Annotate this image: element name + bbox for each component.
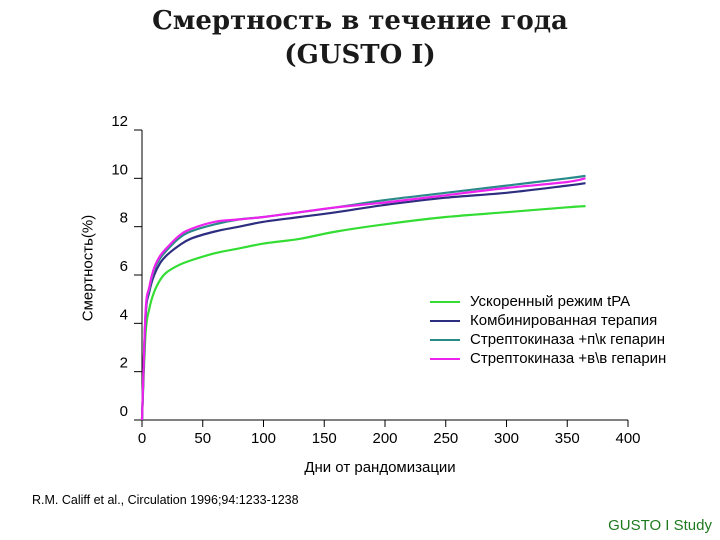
y-tick-label: 8	[120, 210, 128, 227]
y-axis-label: Смертность(%)	[79, 214, 97, 322]
legend-item: Комбинированная терапия	[430, 311, 666, 330]
chart-title-line-2: (GUSTO I)	[284, 40, 436, 70]
chart-series	[140, 174, 586, 421]
citation: R.M. Califf et al., Circulation 1996;94:…	[32, 493, 299, 507]
x-tick-label: 150	[312, 430, 337, 447]
y-tick-label: 6	[120, 258, 128, 275]
legend-item: Ускоренный режим tPA	[430, 292, 666, 311]
x-axis-label: Дни от рандомизации	[304, 459, 456, 476]
legend-label: Стрептокиназа +п\к гепарин	[470, 331, 666, 348]
y-tick-label: 10	[111, 161, 128, 178]
legend-item: Стрептокиназа +в\в гепарин	[430, 349, 666, 368]
chart-legend: Ускоренный режим tPA Комбинированная тер…	[430, 292, 666, 368]
legend-label: Стрептокиназа +в\в гепарин	[470, 350, 667, 367]
x-tick-label: 400	[615, 430, 640, 447]
legend-swatch	[430, 319, 460, 322]
x-tick-label: 200	[372, 430, 397, 447]
study-tag: GUSTO I Study	[608, 517, 712, 534]
legend-item: Стрептокиназа +п\к гепарин	[430, 330, 666, 349]
x-tick-label: 100	[251, 430, 276, 447]
series-line	[140, 177, 586, 421]
x-tick-label: 50	[194, 430, 211, 447]
chart-title-line-1: Смертность в течение года	[152, 6, 568, 36]
chart-title: Смертность в течение года (GUSTO I)	[0, 4, 720, 72]
x-tick-label: 0	[138, 430, 146, 447]
x-tick-label: 300	[494, 430, 519, 447]
legend-swatch	[430, 300, 460, 303]
y-tick-label: 2	[120, 355, 128, 372]
x-tick-label: 250	[433, 430, 458, 447]
legend-label: Комбинированная терапия	[470, 312, 658, 329]
legend-swatch	[430, 338, 460, 341]
legend-swatch	[430, 357, 460, 360]
x-tick-label: 350	[555, 430, 580, 447]
series-line	[140, 205, 586, 421]
legend-label: Ускоренный режим tPA	[470, 293, 631, 310]
y-tick-label: 12	[111, 113, 128, 130]
y-tick-label: 0	[120, 403, 128, 420]
y-tick-label: 4	[120, 306, 128, 323]
chart-axes: 0 2 4 6 8 10 12 0 50 100 150 200 250 300 350 400	[111, 113, 640, 447]
